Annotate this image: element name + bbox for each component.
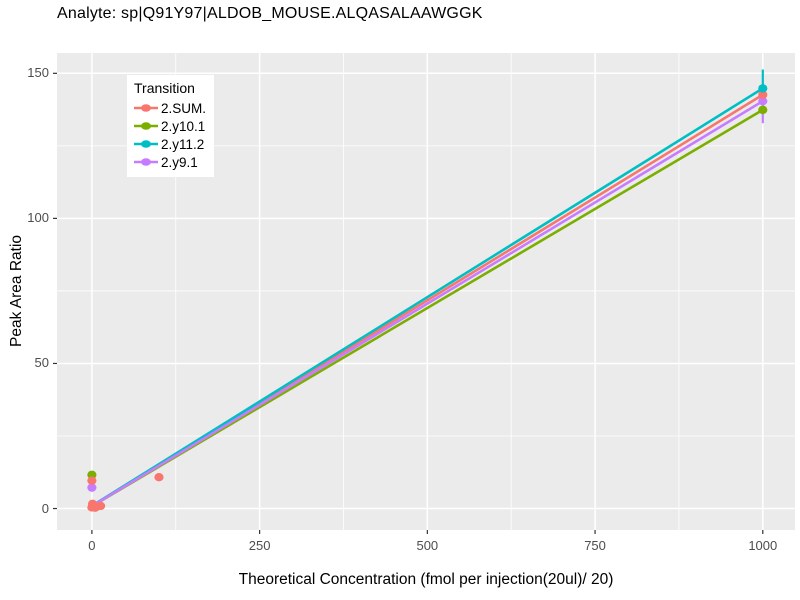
data-point-2.y11.2 bbox=[758, 84, 768, 93]
legend-item: 2.SUM. bbox=[134, 99, 206, 117]
x-tick-label: 250 bbox=[248, 538, 271, 553]
x-tick-label: 0 bbox=[88, 538, 96, 553]
legend-key-icon bbox=[134, 158, 158, 166]
legend-item: 2.y9.1 bbox=[134, 153, 206, 171]
legend-key-icon bbox=[134, 122, 158, 130]
series-line-2.y9.1 bbox=[90, 99, 765, 508]
y-tick-label: 50 bbox=[34, 355, 49, 371]
data-point-2.SUM. bbox=[758, 90, 768, 99]
legend-item-label: 2.SUM. bbox=[161, 100, 207, 116]
data-point-2.y9.1 bbox=[87, 483, 97, 492]
y-tick-label: 100 bbox=[27, 210, 49, 226]
x-tick-label: 1000 bbox=[748, 538, 778, 553]
legend-key-icon bbox=[134, 104, 158, 112]
data-point-2.SUM. bbox=[87, 476, 97, 485]
data-point-2.y10.1 bbox=[758, 105, 768, 115]
series-line-2.y11.2 bbox=[90, 87, 765, 508]
y-tick-label: 150 bbox=[27, 65, 49, 81]
data-point-2.SUM. bbox=[154, 472, 164, 482]
legend-item-label: 2.y11.2 bbox=[161, 136, 205, 152]
x-tick-label: 750 bbox=[584, 538, 606, 553]
legend-item: 2.y11.2 bbox=[134, 135, 206, 153]
legend: Transition 2.SUM. 2.y10.1 2.y11.2 2.y9.1 bbox=[127, 75, 215, 177]
legend-item-label: 2.y9.1 bbox=[161, 154, 198, 170]
data-point-2.SUM. bbox=[96, 501, 106, 511]
y-axis-title: Peak Area Ratio bbox=[8, 234, 25, 348]
y-tick-label: 0 bbox=[41, 500, 49, 516]
x-axis-title: Theoretical Concentration (fmol per inje… bbox=[238, 571, 614, 588]
data-point-2.y9.1 bbox=[758, 96, 768, 106]
legend-title: Transition bbox=[134, 80, 195, 96]
x-tick-label: 500 bbox=[416, 538, 439, 553]
legend-item-label: 2.y10.1 bbox=[161, 118, 206, 134]
legend-items: 2.SUM. 2.y10.1 2.y11.2 2.y9.1 bbox=[134, 99, 206, 171]
legend-key-icon bbox=[134, 140, 158, 148]
page-title: Analyte: sp|Q91Y97|ALDOB_MOUSE.ALQASALAA… bbox=[57, 5, 483, 22]
data-point-2.y10.1 bbox=[87, 470, 97, 480]
legend-item: 2.y10.1 bbox=[134, 117, 206, 135]
